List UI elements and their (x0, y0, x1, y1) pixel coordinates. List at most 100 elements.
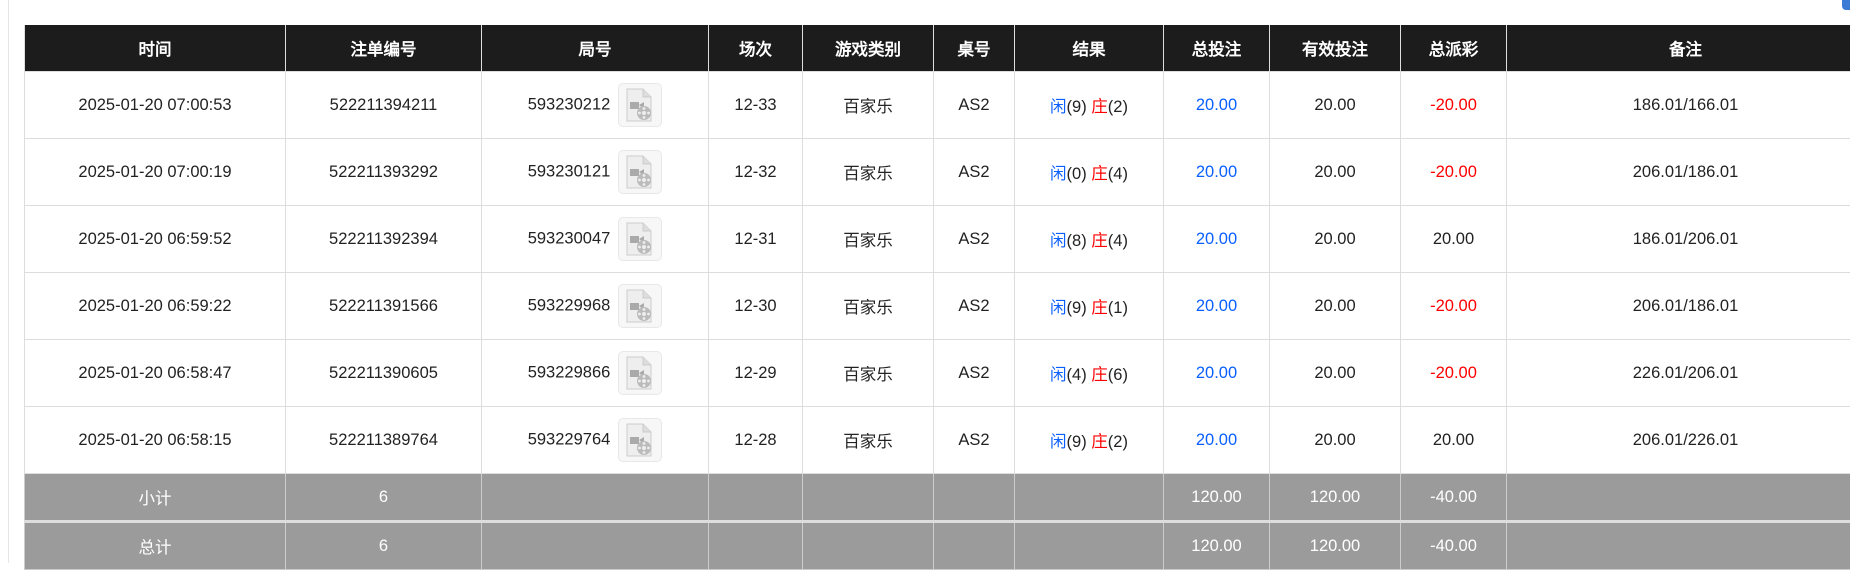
time-cell: 2025-01-20 06:58:47 (25, 340, 286, 407)
banker-label: 庄 (1091, 232, 1108, 250)
session-cell: 12-31 (709, 206, 803, 273)
video-file-icon[interactable] (618, 83, 662, 127)
player-points: (9) (1067, 299, 1087, 317)
summary-valid-bet: 120.00 (1270, 474, 1401, 522)
video-file-icon[interactable] (618, 150, 662, 194)
banker-points: (1) (1108, 299, 1128, 317)
session-cell: 12-28 (709, 407, 803, 474)
column-header: 注单编号 (286, 25, 482, 72)
table-cell: AS2 (934, 407, 1015, 474)
total-row: 总计 6 120.00 120.00 -40.00 (25, 522, 1850, 570)
note-cell: 226.01/206.01 (1507, 340, 1850, 407)
table-row: 2025-01-20 07:00:53 522211394211 5932302… (25, 72, 1850, 139)
total-bet-cell: 20.00 (1164, 273, 1270, 340)
note-cell: 206.01/186.01 (1507, 139, 1850, 206)
round-cell: 593230121 (482, 139, 709, 206)
total-bet-cell: 20.00 (1164, 72, 1270, 139)
round-number: 593230047 (528, 229, 611, 247)
round-number: 593229764 (528, 430, 611, 448)
time-cell: 2025-01-20 07:00:53 (25, 72, 286, 139)
round-number: 593229968 (528, 296, 611, 314)
column-header: 时间 (25, 25, 286, 72)
note-cell: 206.01/186.01 (1507, 273, 1850, 340)
empty-cell (709, 522, 803, 570)
payout-cell: 20.00 (1401, 407, 1507, 474)
column-header: 局号 (482, 25, 709, 72)
round-cell: 593229764 (482, 407, 709, 474)
summary-count: 6 (286, 474, 482, 522)
summary-label: 总计 (25, 522, 286, 570)
video-file-icon[interactable] (618, 418, 662, 462)
time-cell: 2025-01-20 06:59:22 (25, 273, 286, 340)
column-header: 备注 (1507, 25, 1850, 72)
summary-payout: -40.00 (1401, 474, 1507, 522)
session-cell: 12-32 (709, 139, 803, 206)
banker-points: (2) (1108, 98, 1128, 116)
player-label: 闲 (1050, 98, 1067, 116)
player-label: 闲 (1050, 165, 1067, 183)
summary-payout: -40.00 (1401, 522, 1507, 570)
empty-cell (1015, 522, 1164, 570)
round-cell: 593230047 (482, 206, 709, 273)
empty-cell (934, 474, 1015, 522)
bet-id-cell: 522211393292 (286, 139, 482, 206)
valid-bet-cell: 20.00 (1270, 72, 1401, 139)
bet-id-cell: 522211389764 (286, 407, 482, 474)
game-cell: 百家乐 (803, 407, 934, 474)
table-row: 2025-01-20 06:58:47 522211390605 5932298… (25, 340, 1850, 407)
empty-cell (803, 474, 934, 522)
summary-count: 6 (286, 522, 482, 570)
column-header: 总投注 (1164, 25, 1270, 72)
banker-label: 庄 (1091, 98, 1108, 116)
summary-total-bet: 120.00 (1164, 474, 1270, 522)
bet-id-cell: 522211390605 (286, 340, 482, 407)
column-header: 场次 (709, 25, 803, 72)
empty-cell (934, 522, 1015, 570)
table-cell: AS2 (934, 72, 1015, 139)
player-points: (0) (1067, 165, 1087, 183)
player-points: (4) (1067, 366, 1087, 384)
session-cell: 12-29 (709, 340, 803, 407)
table-cell: AS2 (934, 206, 1015, 273)
time-cell: 2025-01-20 06:58:15 (25, 407, 286, 474)
video-file-icon[interactable] (618, 284, 662, 328)
column-header: 结果 (1015, 25, 1164, 72)
left-border (8, 0, 9, 563)
player-label: 闲 (1050, 299, 1067, 317)
payout-cell: -20.00 (1401, 139, 1507, 206)
total-bet-cell: 20.00 (1164, 206, 1270, 273)
valid-bet-cell: 20.00 (1270, 139, 1401, 206)
banker-points: (4) (1108, 232, 1128, 250)
corner-button[interactable] (1842, 0, 1850, 10)
result-cell: 闲(9) 庄(1) (1015, 273, 1164, 340)
player-points: (8) (1067, 232, 1087, 250)
player-label: 闲 (1050, 366, 1067, 384)
game-cell: 百家乐 (803, 72, 934, 139)
time-cell: 2025-01-20 06:59:52 (25, 206, 286, 273)
result-cell: 闲(8) 庄(4) (1015, 206, 1164, 273)
player-label: 闲 (1050, 232, 1067, 250)
video-file-icon[interactable] (618, 217, 662, 261)
banker-label: 庄 (1091, 165, 1108, 183)
game-cell: 百家乐 (803, 206, 934, 273)
column-header: 有效投注 (1270, 25, 1401, 72)
note-cell: 186.01/206.01 (1507, 206, 1850, 273)
empty-cell (1015, 474, 1164, 522)
table-row: 2025-01-20 06:59:22 522211391566 5932299… (25, 273, 1850, 340)
payout-cell: 20.00 (1401, 206, 1507, 273)
video-file-icon[interactable] (618, 351, 662, 395)
game-cell: 百家乐 (803, 273, 934, 340)
session-cell: 12-33 (709, 72, 803, 139)
empty-cell (1507, 522, 1850, 570)
empty-cell (482, 474, 709, 522)
bet-id-cell: 522211391566 (286, 273, 482, 340)
payout-cell: -20.00 (1401, 72, 1507, 139)
player-points: (9) (1067, 98, 1087, 116)
empty-cell (803, 522, 934, 570)
subtotal-row: 小计 6 120.00 120.00 -40.00 (25, 474, 1850, 522)
payout-cell: -20.00 (1401, 273, 1507, 340)
summary-label: 小计 (25, 474, 286, 522)
round-cell: 593229866 (482, 340, 709, 407)
result-cell: 闲(0) 庄(4) (1015, 139, 1164, 206)
banker-label: 庄 (1091, 433, 1108, 451)
